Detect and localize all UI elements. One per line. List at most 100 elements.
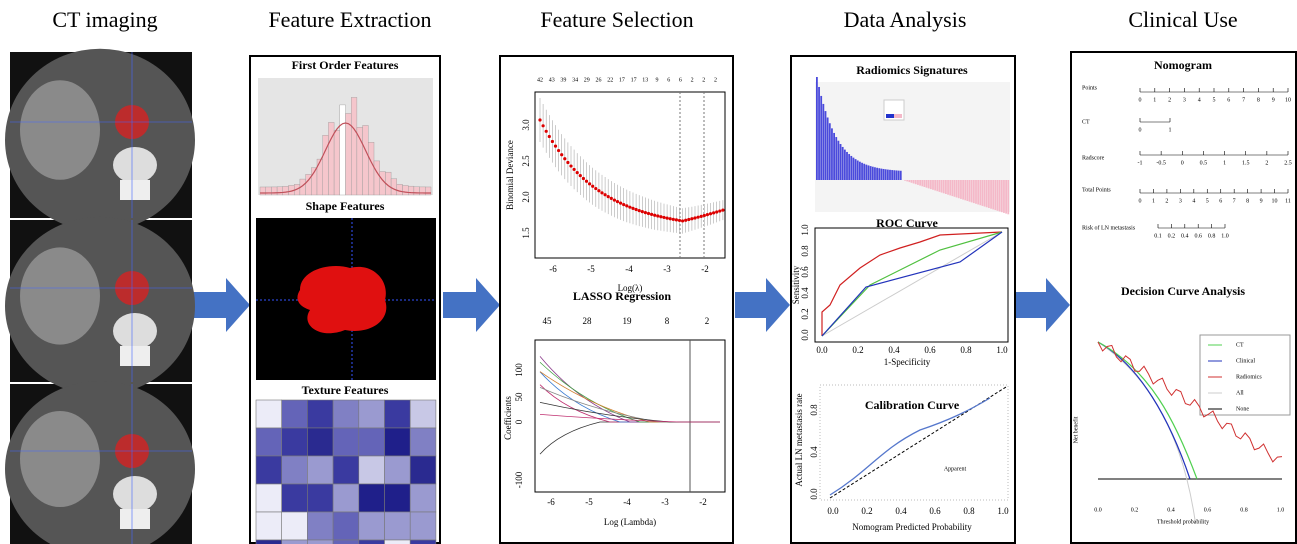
label: 1.0 xyxy=(997,506,1009,516)
shape xyxy=(307,511,334,541)
label: 45 xyxy=(543,316,553,326)
shape xyxy=(953,180,956,197)
label: 17 xyxy=(619,77,625,83)
label: 1 xyxy=(1152,198,1155,204)
shape xyxy=(884,169,887,180)
shape xyxy=(634,207,638,212)
label: 1.0 xyxy=(1277,507,1285,513)
label: Nomogram xyxy=(1154,58,1212,72)
label: First Order Features xyxy=(292,58,399,72)
label: Actual LN metastasis rate xyxy=(794,393,804,486)
label: Apparent xyxy=(944,466,967,472)
label: 5 xyxy=(1206,198,1209,204)
shape xyxy=(693,216,697,220)
label: 1-Specificity xyxy=(884,357,931,367)
shape xyxy=(826,117,829,180)
shape xyxy=(865,164,868,180)
label: 0.0 xyxy=(809,488,819,500)
label: 10 xyxy=(1272,198,1278,204)
shape xyxy=(539,356,720,423)
shape xyxy=(281,455,308,485)
shape xyxy=(893,170,896,180)
shape xyxy=(408,185,415,196)
label: LASSO Regression xyxy=(573,289,671,303)
shape xyxy=(874,167,876,180)
shape xyxy=(1097,341,1283,463)
shape xyxy=(281,483,308,513)
shape xyxy=(281,511,308,541)
label: Feature Selection xyxy=(540,7,693,32)
label: 0.4 xyxy=(1181,233,1189,239)
shape xyxy=(419,186,426,196)
label: 0.8 xyxy=(809,404,819,416)
shape xyxy=(653,213,657,217)
shape xyxy=(934,180,937,191)
shape xyxy=(820,95,823,180)
shape xyxy=(955,180,958,198)
shape xyxy=(662,215,666,220)
shape xyxy=(867,165,870,180)
shape xyxy=(358,539,385,544)
label: 0 xyxy=(1139,97,1142,103)
shape xyxy=(547,134,551,139)
shape xyxy=(702,213,706,218)
shape xyxy=(362,125,369,196)
shape xyxy=(113,313,157,349)
shape xyxy=(904,180,906,181)
shape xyxy=(970,180,973,203)
shape xyxy=(917,180,919,185)
shape xyxy=(588,182,592,186)
shape xyxy=(281,539,308,544)
shape xyxy=(656,214,660,218)
shape xyxy=(957,180,960,199)
shape xyxy=(575,171,579,175)
label: 0.0 xyxy=(800,329,810,341)
shape xyxy=(841,146,844,180)
shape xyxy=(1003,180,1005,213)
label: 0.4 xyxy=(1167,507,1175,513)
label: 4 xyxy=(1198,97,1201,103)
shape xyxy=(255,455,283,485)
shape xyxy=(259,186,266,196)
shape xyxy=(307,455,334,485)
shape xyxy=(833,132,835,180)
shape xyxy=(869,166,872,180)
legend-label: None xyxy=(1236,406,1249,412)
label: 10 xyxy=(1285,97,1291,103)
shape xyxy=(265,186,272,196)
label: Coefficients xyxy=(503,396,513,440)
shape xyxy=(863,163,866,180)
shape xyxy=(560,153,564,157)
label: 0.6 xyxy=(800,266,810,278)
shape xyxy=(563,157,567,161)
label: Radscore xyxy=(1082,155,1105,161)
label: 0.8 xyxy=(963,506,975,516)
shape xyxy=(384,511,411,541)
label: 8 xyxy=(665,316,670,326)
label: 1.5 xyxy=(1242,160,1250,166)
shape xyxy=(839,144,842,180)
shape xyxy=(538,118,542,122)
shape xyxy=(889,169,891,180)
label: 1 xyxy=(1153,97,1156,103)
shape xyxy=(396,184,403,196)
label: 1.0 xyxy=(800,224,810,236)
shape xyxy=(854,159,857,180)
shape xyxy=(384,427,411,457)
shape xyxy=(919,180,921,186)
shape xyxy=(821,231,1003,337)
shape xyxy=(671,217,675,221)
shape xyxy=(821,231,1003,337)
shape xyxy=(113,476,157,512)
shape xyxy=(929,180,932,190)
label: Radiomics Signatures xyxy=(856,63,968,77)
shape xyxy=(643,211,648,215)
shape xyxy=(390,178,398,196)
shape xyxy=(1097,341,1196,521)
shape xyxy=(708,212,713,216)
label: 0.8 xyxy=(960,345,972,355)
shape xyxy=(665,216,669,220)
shape xyxy=(539,371,720,423)
shape xyxy=(985,180,988,208)
